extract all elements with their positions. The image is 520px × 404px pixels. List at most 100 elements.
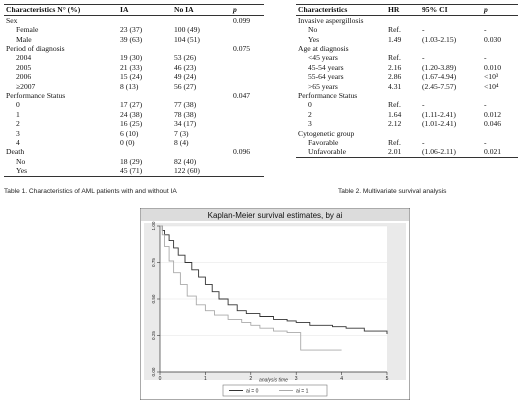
survival-line-ai-0 <box>160 225 388 334</box>
header-no-ia: No IA <box>172 4 231 16</box>
legend-label: ai = 0 <box>246 389 259 395</box>
cell-noia <box>172 91 231 100</box>
cell-noia: 56 (27) <box>174 81 197 91</box>
table-row: Female 23 (37) 100 (49) <box>4 25 264 34</box>
cell-ia: 23 (37) <box>120 25 143 35</box>
table-row: Male 39 (63) 104 (51) <box>4 35 264 44</box>
cell-p: 0.012 <box>484 109 502 119</box>
cell-label: Age at diagnosis <box>298 44 349 54</box>
cell-noia: 8 (4) <box>174 137 189 147</box>
cell-ia: 8 (13) <box>120 81 139 91</box>
table-row: Performance Status <box>296 91 518 100</box>
table-row: 4 0 (0) 8 (4) <box>4 138 264 147</box>
cell-p <box>231 35 264 44</box>
cell-p <box>231 129 264 138</box>
cell-noia <box>172 44 231 53</box>
chart-title: Kaplan-Meier survival estimates, by ai <box>208 211 343 220</box>
table-row: Yes 1.49 (1.03-2.15) 0.030 <box>296 35 518 44</box>
header-hr: HR <box>386 4 420 16</box>
cell-ci: (1.01-2.41) <box>422 119 457 129</box>
cell-label: Period of diagnosis <box>6 44 65 54</box>
cell-ci <box>420 129 482 138</box>
table-row: Age at diagnosis <box>296 44 518 53</box>
cell-p <box>231 82 264 91</box>
cell-p <box>231 138 264 147</box>
cell-ci: (1.06-2.11) <box>420 147 482 158</box>
cell-label: Performance Status <box>6 91 66 101</box>
cell-label: 0 <box>16 100 20 110</box>
table-row: Sex 0.099 <box>4 16 264 26</box>
header-ci: 95% CI <box>420 4 482 16</box>
table-row: 1 24 (38) 78 (38) <box>4 110 264 119</box>
cell-label: 55-64 years <box>308 72 344 82</box>
cell-noia: 49 (24) <box>174 72 197 82</box>
cell-ci: (1.67-4.94) <box>422 72 457 82</box>
cell-p <box>231 63 264 72</box>
cell-p: - <box>484 100 487 110</box>
cell-ia: 39 (63) <box>120 34 143 44</box>
cell-label: <45 years <box>308 53 338 63</box>
cell-hr: Ref. <box>388 25 401 35</box>
cell-label: 3 <box>308 119 312 129</box>
cell-ci: (2.45-7.57) <box>422 81 457 91</box>
cell-noia: 122 (60) <box>172 166 231 177</box>
cell-label: Favorable <box>308 137 339 147</box>
title-band <box>141 209 409 221</box>
cell-p <box>231 101 264 110</box>
cell-ia: 24 (38) <box>120 109 143 119</box>
cell-ia <box>118 44 172 53</box>
cell-p <box>482 129 518 138</box>
cell-p: 0.021 <box>482 147 518 158</box>
cell-ci <box>420 44 482 53</box>
cell-ia: 6 (10) <box>120 128 139 138</box>
cell-p <box>231 166 264 177</box>
cell-noia <box>172 147 231 156</box>
cell-label: 2 <box>16 119 20 129</box>
cell-label: 2006 <box>16 72 32 82</box>
cell-ci: - <box>422 53 425 63</box>
cell-ia: 18 (29) <box>120 156 143 166</box>
cell-ci: - <box>422 100 425 110</box>
table-row: 2 16 (25) 34 (17) <box>4 119 264 128</box>
cell-p <box>482 91 518 100</box>
table-row: Yes 45 (71) 122 (60) <box>4 166 264 177</box>
cell-noia: 78 (38) <box>174 109 197 119</box>
cell-ci: (1.11-2.41) <box>422 109 456 119</box>
legend-box <box>222 384 328 397</box>
cell-p <box>231 110 264 119</box>
cell-ia: 16 (25) <box>120 119 143 129</box>
cell-label: Performance Status <box>298 91 358 101</box>
table-row: ≥2007 8 (13) 56 (27) <box>4 82 264 91</box>
cell-label: Yes <box>308 34 320 44</box>
survival-line-ai-1 <box>160 225 342 351</box>
cell-noia: 7 (3) <box>174 128 189 138</box>
cell-noia: 53 (26) <box>174 53 197 63</box>
cell-ci: - <box>422 25 425 35</box>
cell-hr <box>386 44 420 53</box>
cell-label: Death <box>6 147 25 157</box>
cell-noia <box>172 16 231 26</box>
x-tick-label: 3 <box>295 376 298 382</box>
cell-hr: 2.16 <box>388 62 402 72</box>
cell-p <box>482 16 518 26</box>
cell-p: 0.030 <box>484 34 502 44</box>
table-row: Cytogenetic group <box>296 129 518 138</box>
table-row: 55-64 years 2.86 (1.67-4.94) <10³ <box>296 72 518 81</box>
cell-p: - <box>484 137 487 147</box>
cell-ia: 15 (24) <box>120 72 143 82</box>
cell-label: Yes <box>4 166 118 177</box>
table-row: Performance Status 0.047 <box>4 91 264 100</box>
header-characteristics: Characteristics <box>296 4 386 16</box>
table-row: 2004 19 (30) 53 (26) <box>4 54 264 63</box>
cell-label: 2 <box>308 109 312 119</box>
header-p: p <box>482 4 518 16</box>
table-row: >65 years 4.31 (2.45-7.57) <10⁴ <box>296 82 518 91</box>
cell-ci <box>420 91 482 100</box>
cell-p: <10⁴ <box>484 81 499 91</box>
x-tick-label: 1 <box>204 376 207 382</box>
cell-p: 0.075 <box>233 44 251 54</box>
cell-hr: Ref. <box>388 100 401 110</box>
cell-p <box>231 54 264 63</box>
cell-noia: 46 (23) <box>174 62 197 72</box>
cell-hr <box>386 16 420 26</box>
